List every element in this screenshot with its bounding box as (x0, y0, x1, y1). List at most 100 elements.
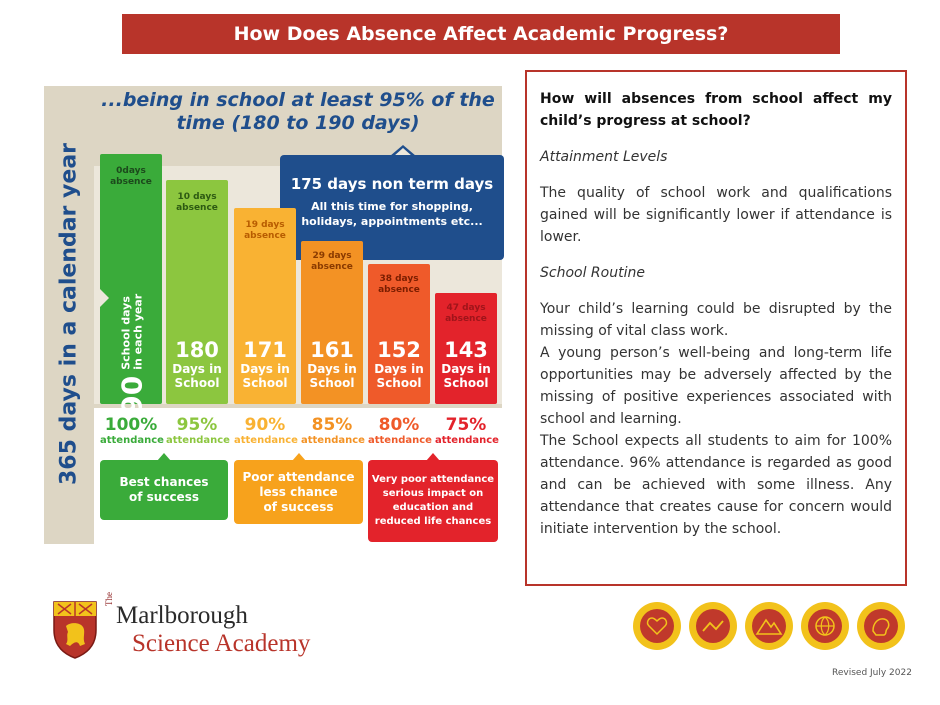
bar-days-caption-1: Days in (240, 362, 290, 376)
absence-number: 29 days (312, 251, 352, 261)
bar-days-number: 180 (175, 338, 219, 362)
absence-word: absence (176, 203, 218, 213)
bar-days: 143 Days in School (435, 338, 497, 390)
band-divider (94, 404, 502, 408)
paragraph-expectations: The School expects all students to aim f… (540, 433, 892, 537)
infographic-headline: ...being in school at least 95% of the t… (94, 89, 502, 135)
attendance-75: 75% attendance (435, 415, 499, 447)
heading-attainment-levels: Attainment Levels (540, 149, 668, 165)
information-panel: How will absences from school affect my … (525, 70, 907, 586)
absence-word: absence (244, 231, 286, 241)
bar-days-caption-2: School (443, 376, 489, 390)
outcome-line-1: Poor attendance (242, 469, 355, 484)
callout-pointer-inner (394, 148, 412, 156)
bar-absence-label: 10 days absence (166, 192, 228, 214)
attendance-95: 95% attendance (166, 416, 230, 447)
bar-days-number: 152 (377, 338, 421, 362)
calendar-year-label: 365 days in a calendar year (56, 142, 82, 486)
infographic-sidebar (44, 86, 94, 544)
heading-school-routine: School Routine (540, 265, 645, 281)
outcome-poor-attendance: Poor attendance less chance of success (234, 460, 363, 524)
outcome-line-4: reduced life chances (374, 516, 492, 527)
attendance-percent: 85% (311, 415, 353, 435)
outcome-pointer (157, 453, 171, 461)
outcome-line-3: of success (263, 499, 334, 514)
outcome-line-2: of success (129, 490, 199, 504)
outcome-line-1: Best chances (119, 475, 209, 489)
badge-lion-icon (857, 602, 905, 650)
bar-days-caption-2: School (309, 376, 355, 390)
attendance-90: 90% attendance (234, 415, 298, 447)
absence-number: 38 days (379, 274, 419, 284)
outcome-line-3: education and (392, 502, 474, 513)
attendance-word: attendance (234, 435, 298, 446)
school-days-vertical-label: 190 School days in each year (116, 294, 149, 434)
school-logo: The Marlborough Science Academy (52, 592, 322, 664)
bar-days-caption-1: Days in (374, 362, 424, 376)
absence-word: absence (378, 285, 420, 295)
badge-mountain-icon (745, 602, 793, 650)
headline-band (94, 86, 502, 166)
absence-infographic: 365 days in a calendar year ...being in … (44, 86, 504, 544)
logo-line-1: Marlborough (116, 602, 248, 629)
headline-line-1: ...being in school at least 95% of the (101, 89, 495, 111)
bar-days-number: 171 (243, 338, 287, 362)
bar-absence-label: 19 days absence (234, 220, 296, 242)
attendance-percent: 80% (378, 415, 420, 435)
outcome-line-2: less chance (259, 484, 338, 499)
attendance-percent: 100% (104, 415, 158, 435)
absence-word: absence (110, 177, 152, 187)
caption-line-2: in each year (131, 293, 144, 370)
panel-question: How will absences from school affect my … (540, 91, 892, 129)
bar-days: 180 Days in School (166, 338, 228, 390)
bar-days-caption: School days in each year (119, 293, 144, 370)
logo-the: The (104, 592, 114, 606)
school-crest-icon (53, 601, 97, 659)
attendance-word: attendance (100, 435, 164, 446)
attendance-word: attendance (301, 435, 365, 446)
absence-word: absence (445, 314, 487, 324)
badge-heart-icon (633, 602, 681, 650)
paragraph-attainment: The quality of school work and qualifica… (540, 185, 892, 245)
bar-absence-label: 0days absence (100, 166, 162, 188)
headline-line-2: time (180 to 190 days) (176, 112, 420, 134)
page-title: How Does Absence Affect Academic Progres… (122, 14, 840, 54)
bar-days-caption-1: Days in (307, 362, 357, 376)
bar-days-caption-2: School (174, 376, 220, 390)
bar-180-days: 10 days absence 180 Days in School (166, 180, 228, 404)
bar-notch (100, 289, 109, 307)
outcome-pointer (292, 453, 306, 461)
bar-days-number: 143 (444, 338, 488, 362)
bar-days-caption-2: School (242, 376, 288, 390)
value-badges (632, 601, 912, 651)
bar-absence-label: 29 days absence (301, 251, 363, 273)
badge-hands-icon (689, 602, 737, 650)
attendance-word: attendance (368, 435, 432, 446)
bar-143-days: 47 days absence 143 Days in School (435, 293, 497, 404)
revised-date: Revised July 2022 (832, 668, 912, 678)
bar-days-caption-2: School (376, 376, 422, 390)
bar-152-days: 38 days absence 152 Days in School (368, 264, 430, 404)
bar-days: 161 Days in School (301, 338, 363, 390)
attendance-word: attendance (166, 435, 230, 446)
paragraph-disruption: Your child’s learning could be disrupted… (540, 301, 892, 339)
absence-number: 47 days (446, 303, 486, 313)
attendance-percent: 90% (244, 415, 286, 435)
attendance-percent: 75% (445, 415, 487, 435)
outcome-best-chances: Best chances of success (100, 460, 228, 520)
bar-190-days: 0days absence 190 School days in each ye… (100, 154, 162, 434)
bar-171-days: 19 days absence 171 Days in School (234, 208, 296, 404)
bar-days: 152 Days in School (368, 338, 430, 390)
bar-days: 171 Days in School (234, 338, 296, 390)
absence-word: absence (311, 262, 353, 272)
bar-absence-label: 47 days absence (435, 303, 497, 325)
outcome-line-1: Very poor attendance (371, 474, 495, 485)
bar-days-caption-1: Days in (172, 362, 222, 376)
absence-number: 10 days (177, 192, 217, 202)
bar-161-days: 29 days absence 161 Days in School (301, 241, 363, 404)
outcome-pointer (426, 453, 440, 461)
outcome-very-poor-attendance: Very poor attendance serious impact on e… (368, 460, 498, 542)
outcome-line-2: serious impact on (382, 488, 484, 499)
badge-globe-icon (801, 602, 849, 650)
attendance-80: 80% attendance (368, 415, 432, 447)
